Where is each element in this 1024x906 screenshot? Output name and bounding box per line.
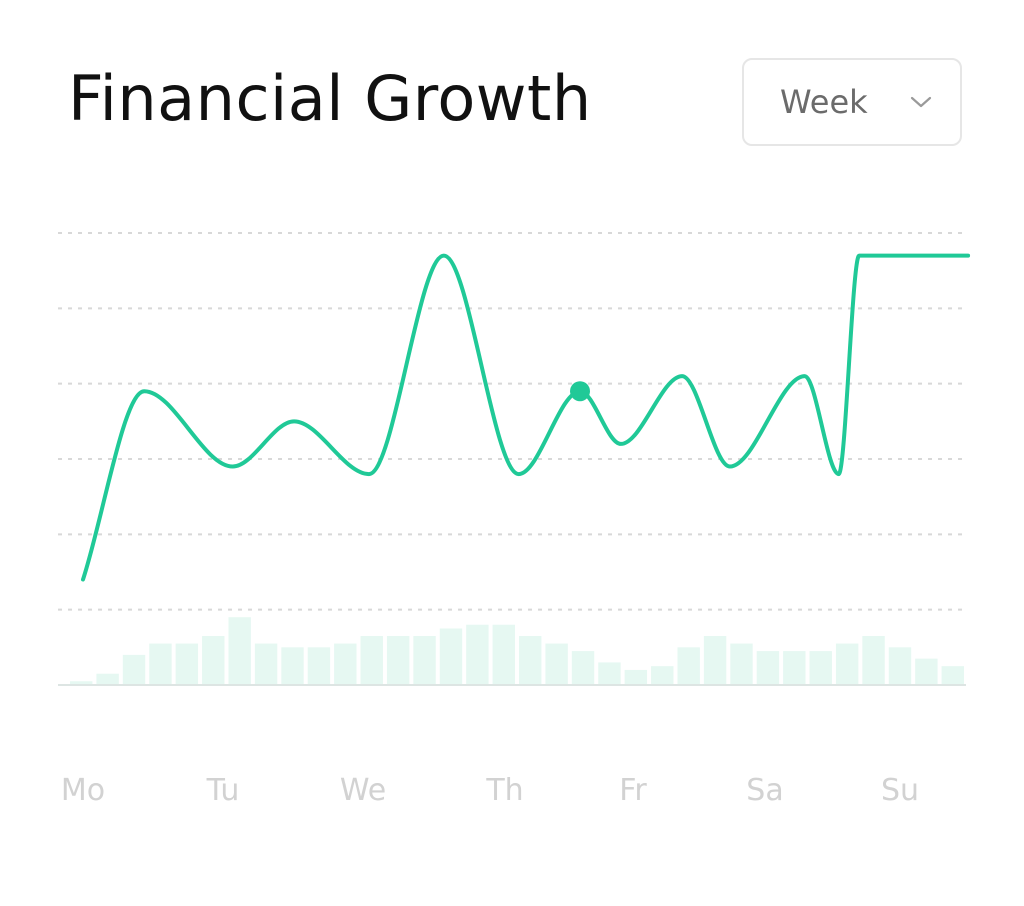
x-tick-label: Fr xyxy=(619,773,647,808)
volume-bar xyxy=(413,636,436,685)
volume-bar xyxy=(254,643,278,685)
volume-bar xyxy=(703,636,727,685)
period-dropdown-value: Week xyxy=(780,83,868,121)
volume-bar xyxy=(519,636,542,685)
volume-bar xyxy=(598,662,621,685)
volume-bar xyxy=(571,651,595,685)
growth-line xyxy=(81,253,971,582)
volume-bar xyxy=(228,617,251,685)
volume-bar xyxy=(730,643,753,685)
volume-bar xyxy=(651,666,674,685)
volume-bar xyxy=(888,647,912,685)
volume-bar xyxy=(281,647,304,685)
volume-bar xyxy=(439,628,463,685)
volume-bar xyxy=(677,647,700,685)
volume-bar xyxy=(941,666,964,685)
highlight-point xyxy=(570,381,591,402)
x-tick-label: Th xyxy=(485,773,523,808)
x-tick-label: Tu xyxy=(206,773,240,808)
volume-bar xyxy=(466,624,489,685)
x-tick-label: Mo xyxy=(61,773,105,808)
chevron-down-icon xyxy=(908,89,934,115)
volume-bar xyxy=(809,651,832,685)
volume-bar xyxy=(360,636,383,685)
chart-title: Financial Growth xyxy=(68,62,592,135)
volume-bar xyxy=(783,651,806,685)
volume-bar xyxy=(835,643,859,685)
x-tick-label: Su xyxy=(881,773,919,808)
volume-bar xyxy=(202,636,225,685)
volume-bar xyxy=(149,643,172,685)
volume-bar xyxy=(70,681,93,685)
volume-bar xyxy=(386,636,410,685)
volume-bar xyxy=(756,651,780,685)
volume-bar xyxy=(96,673,119,685)
volume-bar xyxy=(624,669,648,685)
volume-bar xyxy=(334,643,357,685)
x-tick-label: Sa xyxy=(746,773,783,808)
period-dropdown[interactable]: Week xyxy=(742,58,962,146)
x-tick-label: We xyxy=(340,773,386,808)
volume-bar xyxy=(175,643,199,685)
volume-bar xyxy=(307,647,331,685)
volume-bar xyxy=(862,636,885,685)
volume-bar xyxy=(545,643,568,685)
volume-bar xyxy=(122,654,146,685)
volume-bar xyxy=(915,658,938,685)
volume-bar xyxy=(492,624,515,685)
